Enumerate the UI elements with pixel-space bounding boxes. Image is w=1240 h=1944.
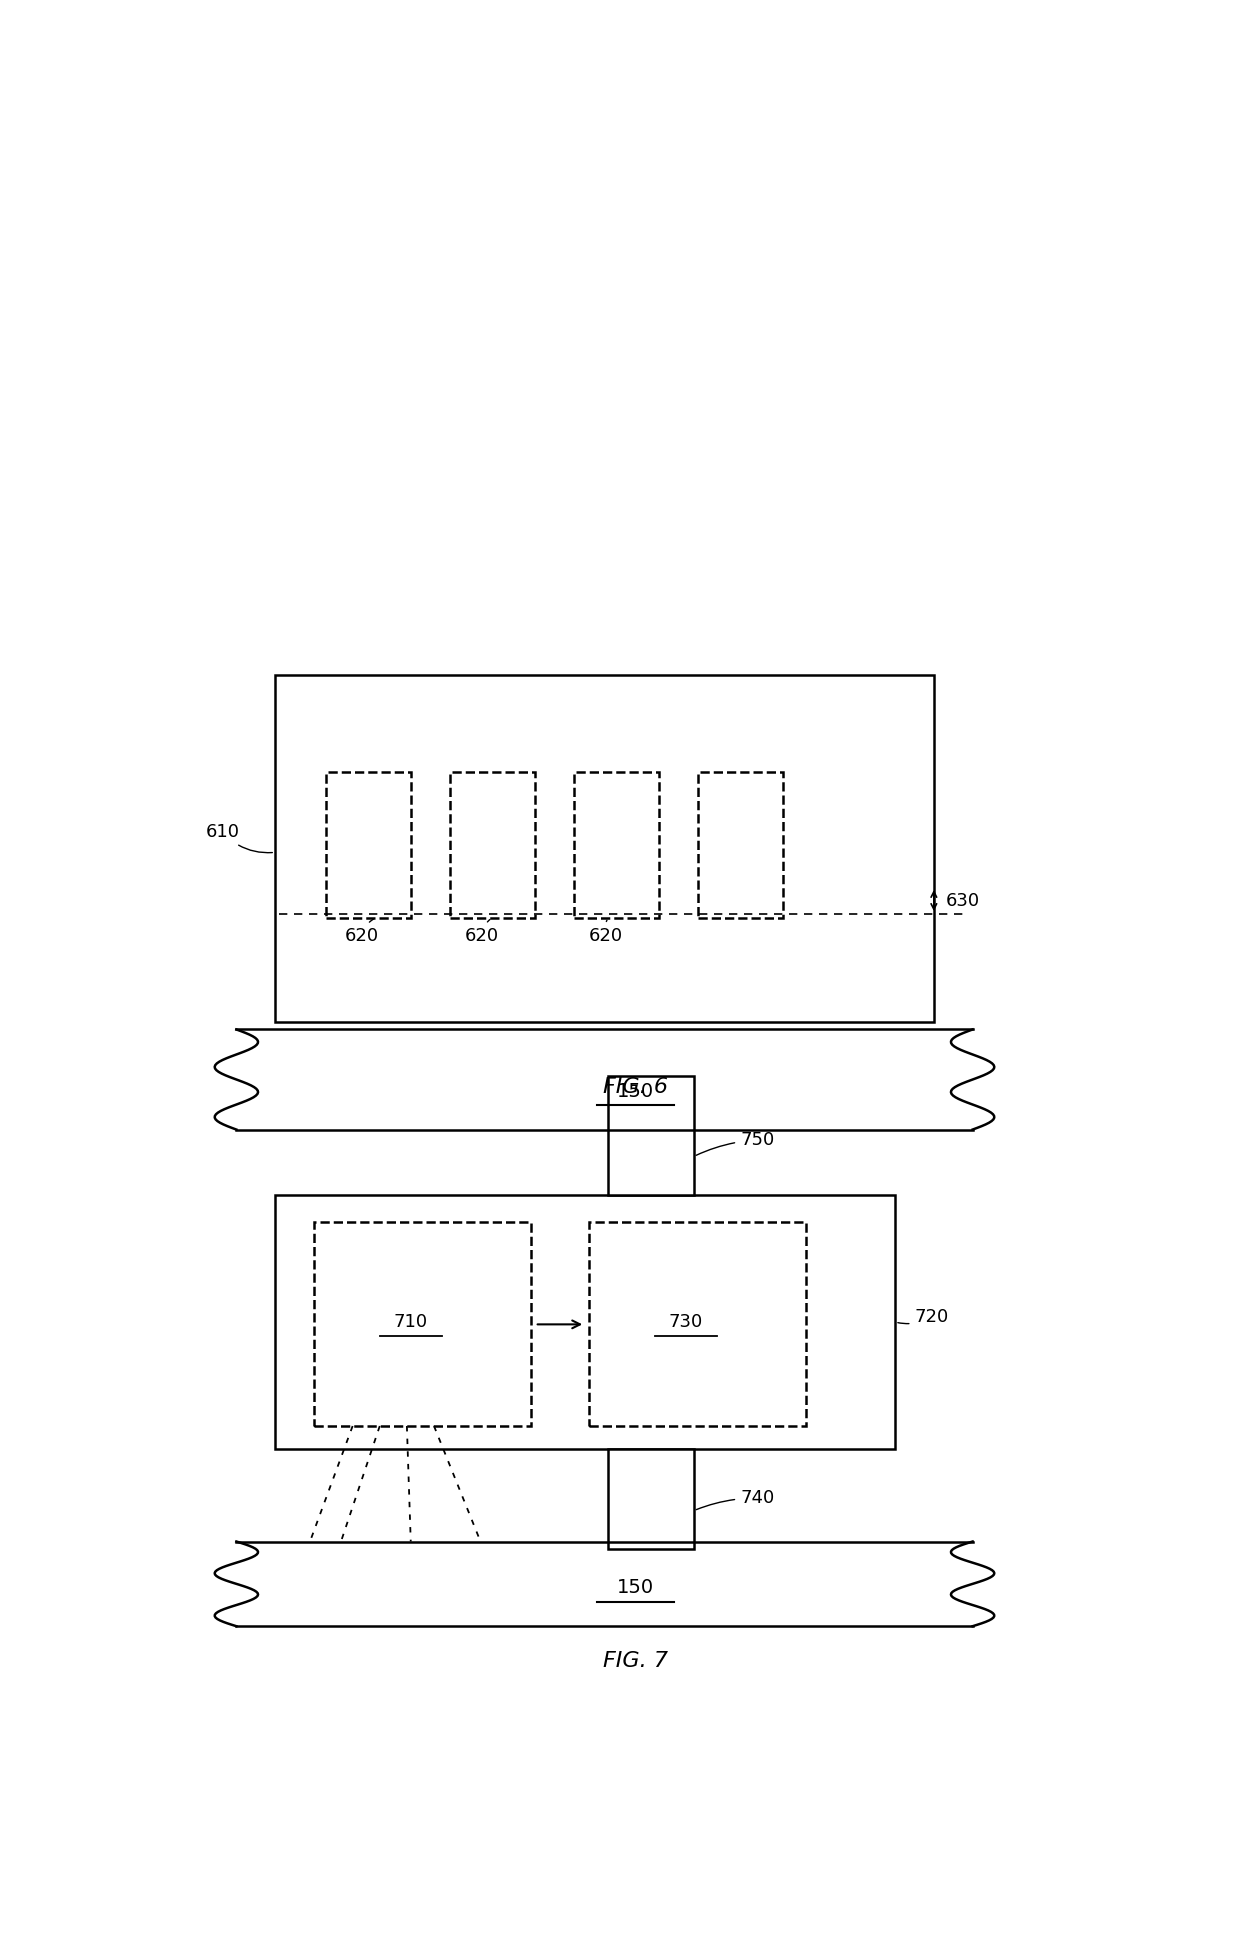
Text: 630: 630 <box>945 892 980 910</box>
Bar <box>275 675 934 1023</box>
Bar <box>573 772 658 918</box>
Text: 720: 720 <box>898 1308 949 1326</box>
Bar <box>275 1196 895 1448</box>
Bar <box>314 1223 531 1427</box>
Text: 740: 740 <box>696 1489 774 1510</box>
Text: FIG. 6: FIG. 6 <box>603 1077 668 1096</box>
Text: 150: 150 <box>618 1579 653 1598</box>
Text: 620: 620 <box>465 920 500 945</box>
Text: 730: 730 <box>668 1312 703 1332</box>
Bar <box>449 772 534 918</box>
Text: 710: 710 <box>393 1312 428 1332</box>
Bar <box>697 772 782 918</box>
Text: FIG. 7: FIG. 7 <box>603 1650 668 1670</box>
Text: 620: 620 <box>345 920 379 945</box>
Bar <box>325 772 410 918</box>
Text: 750: 750 <box>696 1131 774 1155</box>
Bar <box>609 1448 693 1549</box>
Bar <box>589 1223 806 1427</box>
Bar <box>609 1075 693 1196</box>
Text: 150: 150 <box>618 1081 653 1100</box>
Text: 610: 610 <box>206 822 273 853</box>
Text: 620: 620 <box>589 920 624 945</box>
